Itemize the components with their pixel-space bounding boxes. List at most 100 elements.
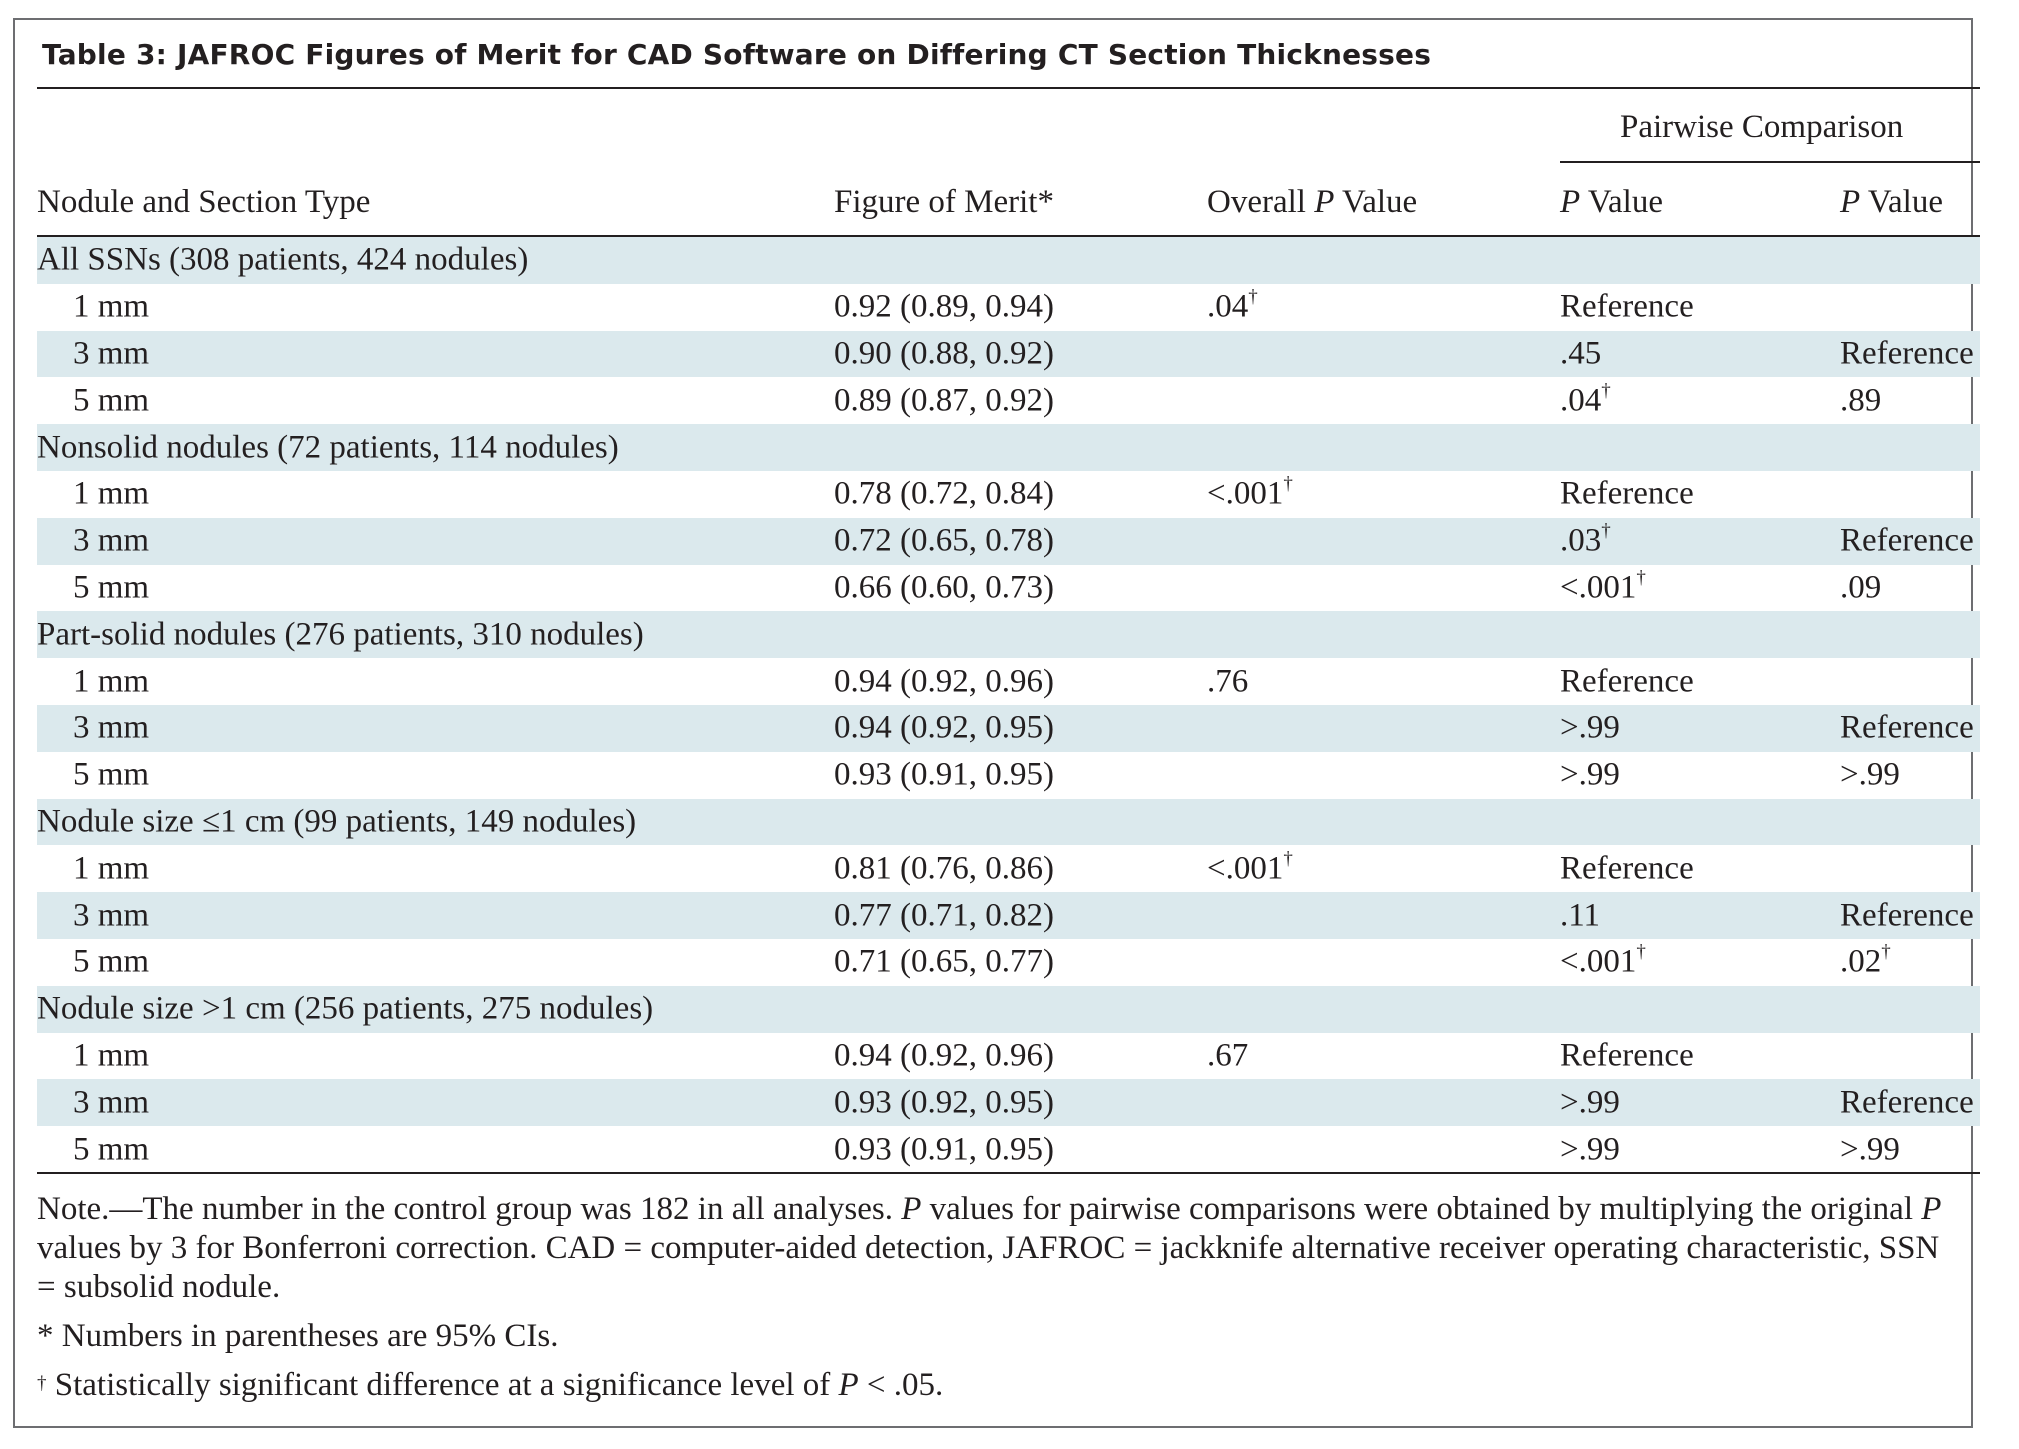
overall-p-value-cell: .76	[1207, 663, 1249, 700]
pairwise-p-value-1-cell: <.001†	[1560, 941, 1646, 980]
pairwise-p-value-2-cell: Reference	[1840, 522, 1974, 559]
section-thickness-cell: 3 mm	[73, 709, 150, 746]
figure-of-merit-cell: 0.81 (0.76, 0.86)	[834, 850, 1054, 887]
pairwise-p-value-1-cell: .03†	[1560, 520, 1611, 559]
table-group-row: Part-solid nodules (276 patients, 310 no…	[37, 611, 1980, 659]
title-rule	[37, 87, 1980, 89]
column-header-overall-p-value: Overall P Value	[1207, 184, 1418, 220]
note-paragraph: Note.—The number in the control group wa…	[37, 1191, 1942, 1305]
group-label: Part-solid nodules (276 patients, 310 no…	[37, 616, 644, 653]
bottom-rule	[37, 1172, 1980, 1174]
table-group-row: All SSNs (308 patients, 424 nodules)	[37, 237, 1980, 284]
section-thickness-cell: 1 mm	[73, 1037, 150, 1074]
overall-p-value-cell: <.001†	[1207, 848, 1293, 887]
table-body: All SSNs (308 patients, 424 nodules) 1 mm…	[37, 237, 1980, 1173]
pairwise-p-value-2-cell: Reference	[1840, 897, 1974, 934]
group-label: Nodule size >1 cm (256 patients, 275 nod…	[37, 990, 654, 1027]
figure-of-merit-cell: 0.93 (0.91, 0.95)	[834, 756, 1054, 793]
figure-of-merit-cell: 0.94 (0.92, 0.96)	[834, 663, 1054, 700]
table-row: 1 mm 0.78 (0.72, 0.84) <.001† Reference	[37, 471, 1980, 518]
footnote-star: * Numbers in parentheses are 95% CIs.	[37, 1318, 559, 1354]
figure-of-merit-cell: 0.66 (0.60, 0.73)	[834, 569, 1054, 606]
pairwise-p-value-1-cell: <.001†	[1560, 567, 1646, 606]
pairwise-p-value-1-cell: .04†	[1560, 380, 1611, 419]
pairwise-p-value-2-cell: .02†	[1840, 941, 1891, 980]
group-label: All SSNs (308 patients, 424 nodules)	[37, 241, 529, 278]
header-rule	[37, 235, 1980, 237]
figure-of-merit-cell: 0.71 (0.65, 0.77)	[834, 943, 1054, 980]
section-thickness-cell: 3 mm	[73, 897, 150, 934]
table-row: 1 mm 0.94 (0.92, 0.96) .76 Reference	[37, 658, 1980, 705]
pairwise-p-value-1-cell: Reference	[1560, 475, 1694, 512]
table-group-row: Nodule size ≤1 cm (99 patients, 149 nodu…	[37, 798, 1980, 846]
column-header-figure-of-merit: Figure of Merit*	[834, 184, 1054, 220]
table-row: 5 mm 0.93 (0.91, 0.95) >.99 >.99	[37, 752, 1980, 799]
overall-p-value-cell: .04†	[1207, 286, 1258, 325]
pairwise-p-value-2-cell: Reference	[1840, 335, 1974, 372]
table-row: 1 mm 0.94 (0.92, 0.96) .67 Reference	[37, 1033, 1980, 1080]
figure-of-merit-cell: 0.92 (0.89, 0.94)	[834, 288, 1054, 325]
table-row: 5 mm 0.66 (0.60, 0.73) <.001† .09	[37, 565, 1980, 612]
section-thickness-cell: 5 mm	[73, 569, 150, 606]
pairwise-p-value-2-cell: Reference	[1840, 1084, 1974, 1121]
footnote-dagger: † Statistically significant difference a…	[37, 1367, 944, 1403]
table-row: 3 mm 0.90 (0.88, 0.92) .45 Reference	[37, 330, 1980, 378]
section-thickness-cell: 1 mm	[73, 288, 150, 325]
table-title: Table 3: JAFROC Figures of Merit for CAD…	[42, 38, 1432, 71]
section-thickness-cell: 1 mm	[73, 475, 150, 512]
pairwise-p-value-1-cell: >.99	[1560, 709, 1620, 746]
pairwise-p-value-1-cell: >.99	[1560, 1084, 1620, 1121]
pairwise-p-value-1-cell: >.99	[1560, 756, 1620, 793]
figure-of-merit-cell: 0.94 (0.92, 0.96)	[834, 1037, 1054, 1074]
group-label: Nodule size ≤1 cm (99 patients, 149 nodu…	[37, 803, 637, 840]
table-notes: Note.—The number in the control group wa…	[37, 1190, 1957, 1405]
table-row: 1 mm 0.92 (0.89, 0.94) .04† Reference	[37, 284, 1980, 331]
figure-of-merit-cell: 0.93 (0.91, 0.95)	[834, 1131, 1054, 1168]
section-thickness-cell: 3 mm	[73, 335, 150, 372]
section-thickness-cell: 5 mm	[73, 1131, 150, 1168]
figure-of-merit-cell: 0.94 (0.92, 0.95)	[834, 709, 1054, 746]
table-row: 3 mm 0.72 (0.65, 0.78) .03† Reference	[37, 517, 1980, 565]
pairwise-p-value-2-cell: .09	[1840, 569, 1882, 606]
section-thickness-cell: 3 mm	[73, 522, 150, 559]
table-row: 5 mm 0.93 (0.91, 0.95) >.99 >.99	[37, 1126, 1980, 1173]
table-row: 5 mm 0.89 (0.87, 0.92) .04† .89	[37, 377, 1980, 424]
group-label: Nonsolid nodules (72 patients, 114 nodul…	[37, 429, 619, 466]
pairwise-comparison-header: Pairwise Comparison	[1620, 109, 1904, 145]
overall-p-value-cell: <.001†	[1207, 473, 1293, 512]
figure-of-merit-cell: 0.72 (0.65, 0.78)	[834, 522, 1054, 559]
overall-p-value-cell: .67	[1207, 1037, 1249, 1074]
table-row: 1 mm 0.81 (0.76, 0.86) <.001† Reference	[37, 845, 1980, 892]
section-thickness-cell: 3 mm	[73, 1084, 150, 1121]
section-thickness-cell: 1 mm	[73, 850, 150, 887]
column-header-pairwise-p-value-2: P Value	[1840, 184, 1943, 220]
table-group-row: Nonsolid nodules (72 patients, 114 nodul…	[37, 424, 1980, 471]
pairwise-p-value-2-cell: >.99	[1840, 1131, 1900, 1168]
column-header-nodule-section-type: Nodule and Section Type	[37, 184, 371, 220]
figure-of-merit-cell: 0.78 (0.72, 0.84)	[834, 475, 1054, 512]
pairwise-rule	[1560, 161, 1980, 163]
section-thickness-cell: 5 mm	[73, 756, 150, 793]
section-thickness-cell: 1 mm	[73, 663, 150, 700]
pairwise-p-value-2-cell: >.99	[1840, 756, 1900, 793]
pairwise-p-value-1-cell: Reference	[1560, 1037, 1694, 1074]
pairwise-p-value-1-cell: Reference	[1560, 663, 1694, 700]
table-row: 3 mm 0.94 (0.92, 0.95) >.99 Reference	[37, 704, 1980, 752]
figure-of-merit-cell: 0.93 (0.92, 0.95)	[834, 1084, 1054, 1121]
figure-of-merit-cell: 0.77 (0.71, 0.82)	[834, 897, 1054, 934]
table-row: 5 mm 0.71 (0.65, 0.77) <.001† .02†	[37, 939, 1980, 986]
figure-of-merit-cell: 0.90 (0.88, 0.92)	[834, 335, 1054, 372]
pairwise-p-value-1-cell: Reference	[1560, 288, 1694, 325]
table-row: 3 mm 0.93 (0.92, 0.95) >.99 Reference	[37, 1079, 1980, 1127]
table-group-row: Nodule size >1 cm (256 patients, 275 nod…	[37, 985, 1980, 1033]
pairwise-p-value-1-cell: >.99	[1560, 1131, 1620, 1168]
table-row: 3 mm 0.77 (0.71, 0.82) .11 Reference	[37, 892, 1980, 939]
section-thickness-cell: 5 mm	[73, 382, 150, 419]
pairwise-p-value-2-cell: Reference	[1840, 709, 1974, 746]
pairwise-p-value-1-cell: Reference	[1560, 850, 1694, 887]
figure-of-merit-cell: 0.89 (0.87, 0.92)	[834, 382, 1054, 419]
section-thickness-cell: 5 mm	[73, 943, 150, 980]
pairwise-p-value-1-cell: .11	[1560, 897, 1601, 934]
pairwise-p-value-2-cell: .89	[1840, 382, 1882, 419]
pairwise-p-value-1-cell: .45	[1560, 335, 1602, 372]
